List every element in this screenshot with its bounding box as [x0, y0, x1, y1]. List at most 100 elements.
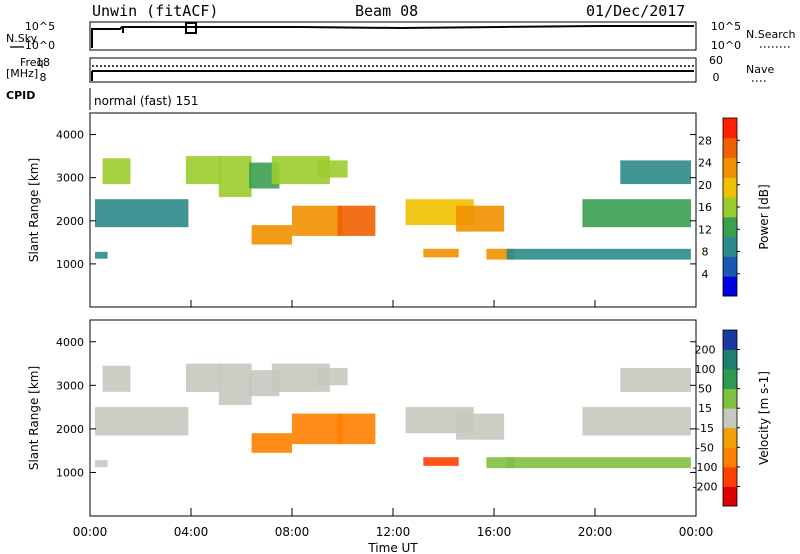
velocity-colorbar-tick-label-1: 100	[695, 363, 716, 376]
velocity-colorbar: 200 100 50 15 -15 -50 -100 -200	[693, 329, 740, 507]
power-echo-region-2	[102, 158, 131, 185]
nave-label: Nave	[746, 63, 774, 76]
velocity-colorbar-swatch-3	[723, 427, 737, 448]
velocity-colorbar-swatch-1	[723, 466, 737, 487]
power-colorbar-swatch-7	[723, 137, 737, 158]
velocity-y-tick-label-2: 2000	[56, 423, 84, 436]
nsearch-tick-bottom: 10^0	[711, 39, 741, 52]
power-colorbar-tick-label-4: 12	[698, 223, 712, 236]
power-colorbar-swatch-4	[723, 197, 737, 218]
date-title: 01/Dec/2017	[586, 2, 686, 20]
power-echo-region-7	[317, 160, 348, 178]
power-y-tick-label-0: 4000	[56, 129, 84, 142]
nsky-label: N.Sky	[6, 32, 38, 45]
power-colorbar-swatch-5	[723, 177, 737, 198]
time-axis-label: Time UT	[367, 541, 418, 554]
time-tick-label-0: 00:00	[73, 525, 108, 539]
nsky-trace	[91, 22, 694, 48]
freq-tick-bottom: 8	[40, 71, 47, 84]
nsky-tick-top: 10^5	[25, 20, 55, 33]
cpid-label: CPID	[6, 89, 35, 102]
velocity-colorbar-swatch-2	[723, 447, 737, 468]
velocity-colorbar-tick-label-2: 50	[698, 383, 712, 396]
power-colorbar-tick-label-3: 16	[698, 201, 712, 214]
velocity-colorbar-swatch-8	[723, 330, 737, 350]
power-echo-region-4	[218, 156, 252, 198]
power-colorbar-swatch-0	[723, 276, 737, 297]
velocity-colorbar-swatch-6	[723, 369, 737, 390]
power-colorbar-tick-label-6: 4	[702, 268, 709, 281]
power-echo-region-8	[251, 225, 292, 245]
velocity-echo-region-12	[423, 457, 459, 466]
nsky-panel-frame	[89, 21, 697, 51]
velocity-echo-region-16	[582, 407, 691, 436]
velocity-echo-region-1	[95, 407, 189, 436]
power-echo-region-1	[95, 199, 189, 228]
nsky-tick-bottom: 10^0	[25, 39, 55, 52]
power-colorbar-swatch-3	[723, 216, 737, 238]
power-echo-region-3	[185, 156, 222, 185]
velocity-echo-region-10	[337, 413, 376, 445]
power-colorbar-tick-label-2: 20	[698, 179, 712, 192]
velocity-colorbar-tick-label-7: -200	[693, 480, 718, 493]
velocity-echo-region-0	[95, 460, 108, 468]
velocity-echo-region-8	[251, 433, 292, 453]
velocity-panel: 4000 3000 2000 1000 Slant Range [km] 200 100…	[27, 319, 771, 517]
freq-label: Freq.	[20, 56, 47, 69]
power-panel: 4000 3000 2000 1000 Slant Range [km] 28 24 20…	[27, 112, 771, 308]
time-tick-label-5: 20:00	[578, 525, 613, 539]
velocity-colorbar-tick-label-3: 15	[698, 402, 712, 415]
freq-panel-frame	[89, 57, 697, 83]
velocity-echo-region-3	[185, 363, 222, 392]
power-y-tick-label-2: 2000	[56, 215, 84, 228]
time-tick-label-1: 04:00	[174, 525, 209, 539]
power-colorbar-tick-label-0: 28	[698, 134, 712, 147]
velocity-colorbar-swatch-5	[723, 388, 737, 409]
velocity-colorbar-tick-label-4: -15	[696, 422, 714, 435]
velocity-colorbar-tick-label-0: 200	[695, 344, 716, 357]
freq-tick-top: 18	[36, 56, 50, 69]
nave-tick-top: 60	[709, 54, 723, 67]
velocity-y-label: Slant Range [km]	[27, 366, 41, 470]
velocity-echo-region-17	[620, 367, 691, 392]
power-echo-region-16	[582, 199, 691, 228]
power-y-label: Slant Range [km]	[27, 158, 41, 262]
power-echo-region-12	[423, 248, 459, 258]
station-title: Unwin (fitACF)	[92, 2, 219, 20]
time-tick-label-3: 12:00	[376, 525, 411, 539]
power-echo-region-15	[506, 248, 691, 260]
velocity-echo-region-9	[292, 413, 343, 445]
power-colorbar-tick-label-5: 8	[702, 246, 709, 259]
velocity-y-tick-label-0: 4000	[56, 336, 84, 349]
velocity-y-axis: 4000 3000 2000 1000	[56, 336, 696, 479]
beam-title: Beam 08	[355, 2, 419, 20]
nsearch-tick-top: 10^5	[711, 20, 741, 33]
velocity-echo-region-4	[218, 363, 252, 405]
velocity-y-tick-label-1: 3000	[56, 379, 84, 392]
power-heatmap	[95, 156, 691, 260]
velocity-echo-region-15	[506, 457, 691, 469]
velocity-echo-region-13	[456, 413, 505, 440]
time-tick-label-4: 16:00	[477, 525, 512, 539]
power-colorbar-tick-label-1: 24	[698, 157, 712, 170]
power-colorbar-label: Power [dB]	[757, 184, 771, 249]
velocity-echo-region-2	[102, 365, 131, 392]
cpid-value: normal (fast) 151	[94, 94, 198, 108]
power-colorbar-swatch-2	[723, 236, 737, 257]
power-echo-region-10	[337, 205, 376, 236]
velocity-colorbar-swatch-0	[723, 486, 737, 507]
time-tick-label-2: 08:00	[275, 525, 310, 539]
velocity-colorbar-swatch-7	[723, 349, 737, 370]
velocity-echo-region-14	[486, 457, 515, 469]
power-echo-region-14	[486, 248, 515, 260]
power-colorbar-swatch-6	[723, 157, 737, 178]
velocity-heatmap	[95, 363, 691, 469]
velocity-colorbar-frame	[722, 329, 738, 507]
power-y-tick-label-1: 3000	[56, 172, 84, 185]
nsearch-label: N.Search	[746, 28, 796, 41]
power-colorbar-swatch-1	[723, 256, 737, 277]
velocity-colorbar-tick-label-5: -50	[696, 441, 714, 454]
nave-tick-bottom: 0	[713, 71, 720, 84]
